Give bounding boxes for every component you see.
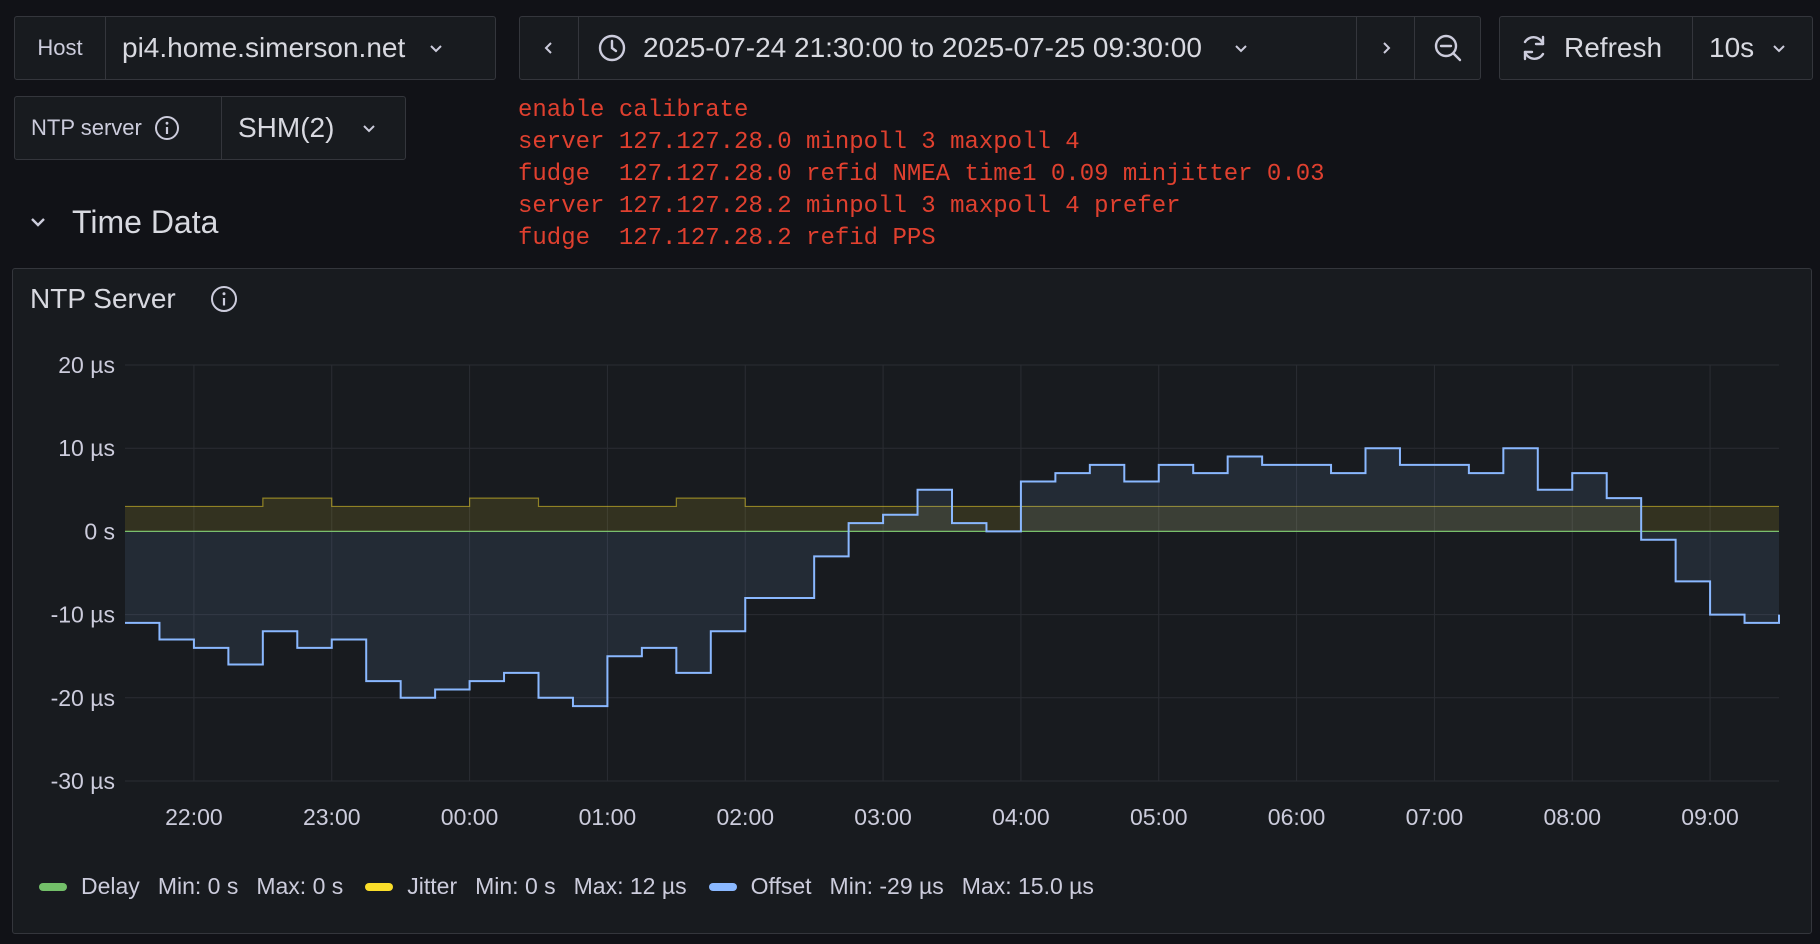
legend-name: Jitter <box>407 873 458 899</box>
legend-swatch <box>708 882 737 891</box>
refresh-picker: Refresh 10s <box>1499 16 1813 80</box>
y-tick-label: 0 s <box>84 518 115 544</box>
legend-name: Delay <box>81 873 140 899</box>
y-tick-label: -30 µs <box>51 768 115 794</box>
legend-item-delay[interactable]: Delay Min: 0 s Max: 0 s <box>39 873 365 900</box>
refresh-interval-value: 10s <box>1709 32 1755 63</box>
x-tick-label: 02:00 <box>716 804 774 830</box>
host-variable[interactable]: Host pi4.home.simerson.net <box>14 16 496 80</box>
time-range-button[interactable]: 2025-07-24 21:30:00 to 2025-07-25 09:30:… <box>578 17 1356 79</box>
config-line: fudge 127.127.28.0 refid NMEA time1 0.09… <box>518 161 1325 188</box>
x-tick-label: 06:00 <box>1268 804 1326 830</box>
series-line-offset <box>125 447 1780 708</box>
ntp-server-label-cell: NTP server <box>15 97 221 159</box>
config-line: enable calibrate <box>518 97 749 124</box>
y-tick-label: -20 µs <box>51 685 115 711</box>
series-line-jitter <box>125 497 1779 508</box>
legend-min: Min: 0 s <box>475 873 556 899</box>
refresh-interval-select[interactable]: 10s <box>1692 17 1812 79</box>
x-tick-label: 01:00 <box>579 804 637 830</box>
config-line: server 127.127.28.0 minpoll 3 maxpoll 4 <box>518 129 1080 156</box>
y-tick-label: 20 µs <box>58 352 115 378</box>
config-text: enable calibrate server 127.127.28.0 min… <box>518 95 1325 255</box>
info-icon <box>154 115 180 141</box>
x-tick-label: 23:00 <box>303 804 361 830</box>
legend-max: Max: 12 µs <box>573 873 687 899</box>
row-header-time-data[interactable]: Time Data <box>28 200 218 244</box>
legend-max: Max: 15.0 µs <box>961 873 1094 899</box>
ntp-server-panel: NTP Server 20 µs 10 µs 0 s -10 µs -20 µs -30 … <box>12 268 1812 934</box>
config-line: server 127.127.28.2 minpoll 3 maxpoll 4 … <box>518 193 1181 220</box>
chart-legend: Delay Min: 0 s Max: 0 s Jitter Min: 0 s … <box>39 873 1112 900</box>
time-picker: 2025-07-24 21:30:00 to 2025-07-25 09:30:… <box>519 16 1481 80</box>
chevron-down-icon <box>427 39 445 57</box>
refresh-icon <box>1518 32 1550 64</box>
ntp-time-chart[interactable]: 20 µs 10 µs 0 s -10 µs -20 µs -30 µs 22:00 23:0… <box>13 349 1811 849</box>
x-tick-label: 05:00 <box>1130 804 1188 830</box>
host-select[interactable]: pi4.home.simerson.net <box>105 17 495 79</box>
time-back-button[interactable] <box>520 17 578 79</box>
config-line: fudge 127.127.28.2 refid PPS <box>518 225 936 252</box>
y-tick-label: 10 µs <box>58 435 115 461</box>
x-tick-label: 00:00 <box>441 804 499 830</box>
series-area-offset <box>125 448 1779 707</box>
host-label: Host <box>37 35 83 60</box>
chevron-left-icon <box>540 39 558 57</box>
zoom-out-icon <box>1432 32 1464 64</box>
time-forward-button[interactable] <box>1356 17 1414 79</box>
zoom-out-button[interactable] <box>1414 17 1480 79</box>
legend-max: Max: 0 s <box>256 873 344 899</box>
legend-item-jitter[interactable]: Jitter Min: 0 s Max: 12 µs <box>365 873 708 900</box>
chevron-down-icon <box>360 119 378 137</box>
chevron-down-icon <box>1232 39 1250 57</box>
chevron-right-icon <box>1377 39 1395 57</box>
time-range-text: 2025-07-24 21:30:00 to 2025-07-25 09:30:… <box>643 32 1202 63</box>
legend-swatch <box>365 882 394 891</box>
refresh-button[interactable]: Refresh <box>1500 17 1692 79</box>
legend-item-offset[interactable]: Offset Min: -29 µs Max: 15.0 µs <box>708 873 1112 900</box>
ntp-server-select[interactable]: SHM(2) <box>221 97 405 159</box>
chevron-down-icon <box>28 212 48 232</box>
x-tick-label: 22:00 <box>165 804 223 830</box>
row-title: Time Data <box>72 203 219 240</box>
x-tick-label: 07:00 <box>1406 804 1464 830</box>
info-icon[interactable] <box>210 285 238 313</box>
panel-header: NTP Server <box>30 283 238 315</box>
x-tick-label: 08:00 <box>1543 804 1601 830</box>
refresh-label: Refresh <box>1564 32 1663 63</box>
x-tick-label: 09:00 <box>1681 804 1739 830</box>
legend-min: Min: -29 µs <box>829 873 944 899</box>
x-tick-label: 04:00 <box>992 804 1050 830</box>
legend-swatch <box>39 882 67 891</box>
legend-name: Offset <box>750 873 812 899</box>
ntp-server-label: NTP server <box>31 115 142 140</box>
legend-min: Min: 0 s <box>157 873 239 899</box>
host-value: pi4.home.simerson.net <box>122 32 406 63</box>
ntp-server-variable[interactable]: NTP server SHM(2) <box>14 96 406 160</box>
clock-icon <box>597 33 627 63</box>
y-tick-label: -10 µs <box>51 602 115 628</box>
x-tick-label: 03:00 <box>854 804 912 830</box>
panel-title[interactable]: NTP Server <box>30 283 176 314</box>
host-label-cell: Host <box>15 17 105 79</box>
ntp-server-value: SHM(2) <box>238 112 335 143</box>
chevron-down-icon <box>1770 39 1788 57</box>
